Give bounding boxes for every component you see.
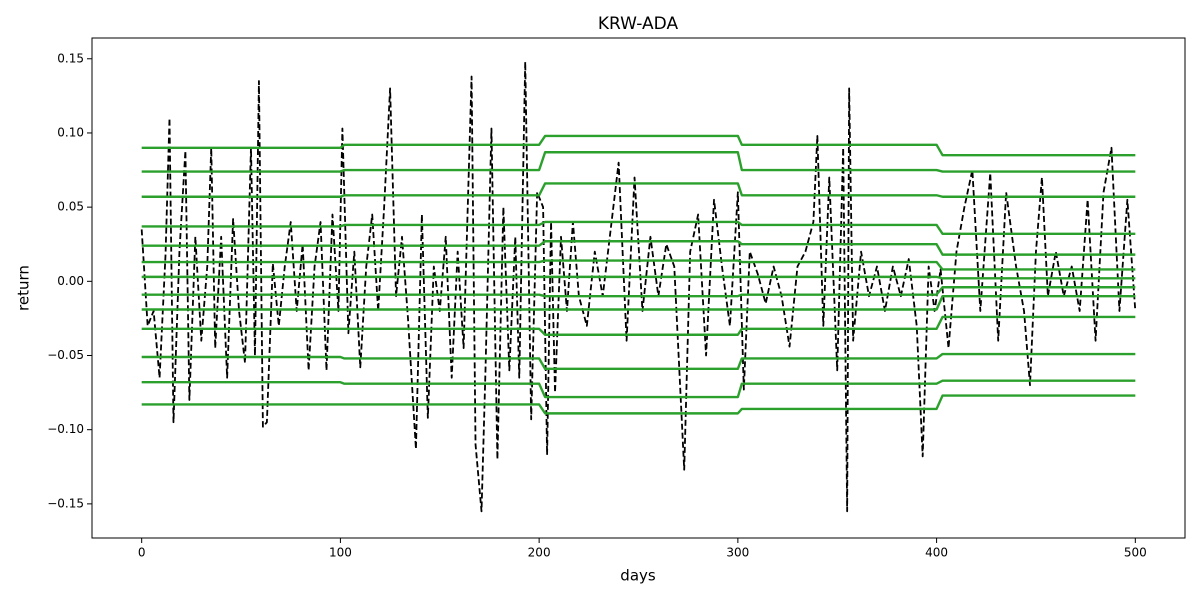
band-line (141, 151, 1136, 173)
y-tick-label: −0.15 (47, 496, 84, 510)
band-line (141, 315, 1136, 336)
x-tick-label: 100 (329, 546, 352, 560)
y-tick-label: 0.10 (57, 125, 84, 139)
plot-frame (91, 37, 1186, 539)
band-line (141, 379, 1136, 399)
x-tick-label: 200 (528, 546, 551, 560)
band-line (141, 275, 1136, 280)
band-line (141, 220, 1136, 236)
y-tick-label: 0.00 (57, 274, 84, 288)
x-tick-label: 500 (1124, 546, 1147, 560)
x-tick-label: 300 (726, 546, 749, 560)
band-line (141, 352, 1136, 371)
band-line (141, 286, 1136, 298)
band-line (141, 240, 1136, 256)
band-line (141, 259, 1136, 271)
band-line (141, 394, 1136, 415)
y-tick-label: −0.10 (47, 422, 84, 436)
band-line (141, 294, 1136, 311)
y-tick-label: −0.05 (47, 348, 84, 362)
y-tick-label: 0.15 (57, 51, 84, 65)
x-tick-label: 0 (138, 546, 146, 560)
y-axis-label: return (15, 265, 33, 311)
chart-title: KRW-ADA (598, 14, 679, 34)
y-tick-label: 0.05 (57, 200, 84, 214)
band-line (141, 134, 1136, 157)
band-line (141, 182, 1136, 198)
x-axis-label: days (620, 567, 656, 585)
x-tick-label: 400 (925, 546, 948, 560)
